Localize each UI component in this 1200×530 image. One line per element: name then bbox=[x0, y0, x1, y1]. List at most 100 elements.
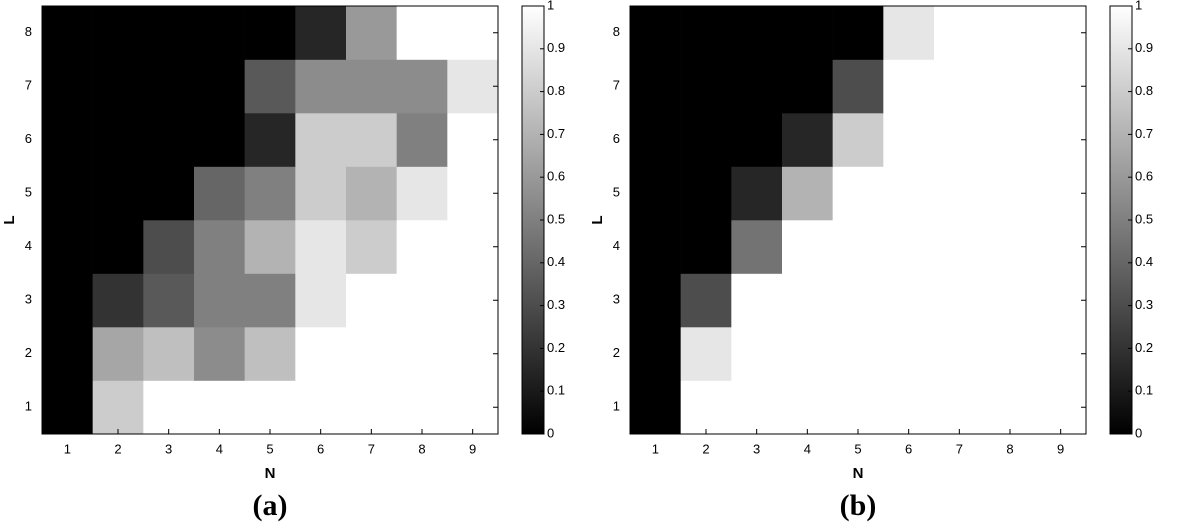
heat-cell bbox=[680, 113, 732, 167]
heat-cell bbox=[630, 6, 681, 60]
heat-cell bbox=[143, 273, 195, 328]
heat-cell bbox=[984, 220, 1036, 274]
heat-cell bbox=[194, 113, 245, 167]
colorbar-tick-label: 0.8 bbox=[547, 83, 565, 98]
colorbar-tick-label: 0.7 bbox=[1135, 126, 1153, 141]
heat-cell bbox=[447, 166, 499, 221]
heat-cell bbox=[396, 59, 448, 114]
heat-cell bbox=[680, 220, 732, 274]
heat-cell bbox=[244, 380, 296, 435]
heat-cell bbox=[194, 380, 245, 435]
colorbar-tick-label: 0.9 bbox=[1135, 40, 1153, 55]
heat-cell bbox=[832, 273, 884, 328]
heat-cell bbox=[934, 6, 985, 60]
heat-cell bbox=[244, 6, 296, 60]
heat-cell bbox=[396, 113, 448, 167]
y-tick-label: 6 bbox=[613, 131, 620, 146]
x-tick-label: 2 bbox=[702, 441, 709, 456]
heat-cell bbox=[883, 380, 935, 435]
heat-cell bbox=[984, 273, 1036, 328]
heat-cell bbox=[832, 59, 884, 114]
heat-cell bbox=[680, 327, 732, 381]
y-tick-label: 3 bbox=[25, 292, 32, 307]
heat-cell bbox=[244, 220, 296, 274]
x-tick-label: 8 bbox=[1006, 441, 1013, 456]
x-tick-label: 4 bbox=[804, 441, 811, 456]
heat-cell bbox=[680, 59, 732, 114]
heat-cell bbox=[194, 59, 245, 114]
colorbar-tick-label: 0.5 bbox=[547, 211, 565, 226]
heat-cell bbox=[934, 380, 985, 435]
colorbar-tick-label: 0.6 bbox=[547, 169, 565, 184]
x-tick-label: 3 bbox=[753, 441, 760, 456]
heat-cell bbox=[630, 166, 681, 221]
heat-cell bbox=[832, 6, 884, 60]
heat-cell bbox=[346, 166, 397, 221]
x-tick-label: 9 bbox=[469, 441, 476, 456]
heat-cell bbox=[883, 113, 935, 167]
heat-cell bbox=[630, 113, 681, 167]
y-tick-label: 2 bbox=[25, 345, 32, 360]
y-tick-label: 1 bbox=[25, 399, 32, 414]
heat-cell bbox=[680, 6, 732, 60]
heat-cell bbox=[984, 380, 1036, 435]
heat-cell bbox=[92, 220, 144, 274]
heat-cell bbox=[295, 166, 347, 221]
heat-cell bbox=[731, 327, 783, 381]
colorbar-tick-label: 0.7 bbox=[547, 126, 565, 141]
heat-cell bbox=[143, 166, 195, 221]
heat-cell bbox=[1035, 273, 1087, 328]
heat-cell bbox=[1035, 113, 1087, 167]
heat-cell bbox=[731, 59, 783, 114]
heat-cell bbox=[447, 113, 499, 167]
y-tick-label: 2 bbox=[613, 345, 620, 360]
x-axis-label: N bbox=[853, 465, 864, 482]
heat-cell bbox=[92, 113, 144, 167]
heat-cell bbox=[244, 113, 296, 167]
heat-cell bbox=[782, 166, 833, 221]
heat-cell bbox=[934, 220, 985, 274]
x-tick-label: 9 bbox=[1057, 441, 1064, 456]
x-axis-label: N bbox=[265, 465, 276, 482]
heat-cell bbox=[782, 327, 833, 381]
colorbar-tick-label: 0.6 bbox=[1135, 169, 1153, 184]
heat-cell bbox=[396, 6, 448, 60]
heat-cell bbox=[396, 327, 448, 381]
heat-cell bbox=[244, 327, 296, 381]
heat-cell bbox=[883, 273, 935, 328]
colorbar-tick-label: 0.3 bbox=[1135, 297, 1153, 312]
heat-cell bbox=[1035, 380, 1087, 435]
heat-cell bbox=[832, 220, 884, 274]
heat-cell bbox=[731, 166, 783, 221]
heat-cell bbox=[143, 59, 195, 114]
heat-cell bbox=[295, 380, 347, 435]
heat-cell bbox=[92, 380, 144, 435]
colorbar-tick-label: 0.9 bbox=[547, 40, 565, 55]
heat-cell bbox=[883, 220, 935, 274]
heat-cell bbox=[630, 380, 681, 435]
heat-cell bbox=[782, 273, 833, 328]
heat-cell bbox=[883, 327, 935, 381]
heat-cell bbox=[295, 6, 347, 60]
heat-cell bbox=[396, 380, 448, 435]
heat-cell bbox=[630, 273, 681, 328]
y-tick-label: 8 bbox=[25, 24, 32, 39]
heat-cell bbox=[346, 113, 397, 167]
heat-cell bbox=[295, 59, 347, 114]
y-axis-label: L bbox=[589, 215, 606, 224]
colorbar-tick-label: 0.2 bbox=[1135, 340, 1153, 355]
heat-cell bbox=[832, 113, 884, 167]
x-tick-label: 6 bbox=[317, 441, 324, 456]
y-tick-label: 7 bbox=[613, 78, 620, 93]
heat-cell bbox=[42, 6, 93, 60]
heat-cell bbox=[782, 6, 833, 60]
heat-cell bbox=[346, 6, 397, 60]
heat-cell bbox=[934, 113, 985, 167]
y-axis-label: L bbox=[1, 215, 18, 224]
colorbar-tick-label: 0.3 bbox=[547, 297, 565, 312]
heat-cell bbox=[92, 327, 144, 381]
y-tick-label: 8 bbox=[613, 24, 620, 39]
heat-cell bbox=[447, 327, 499, 381]
colorbar-tick-label: 0.4 bbox=[547, 254, 565, 269]
heat-cell bbox=[782, 113, 833, 167]
